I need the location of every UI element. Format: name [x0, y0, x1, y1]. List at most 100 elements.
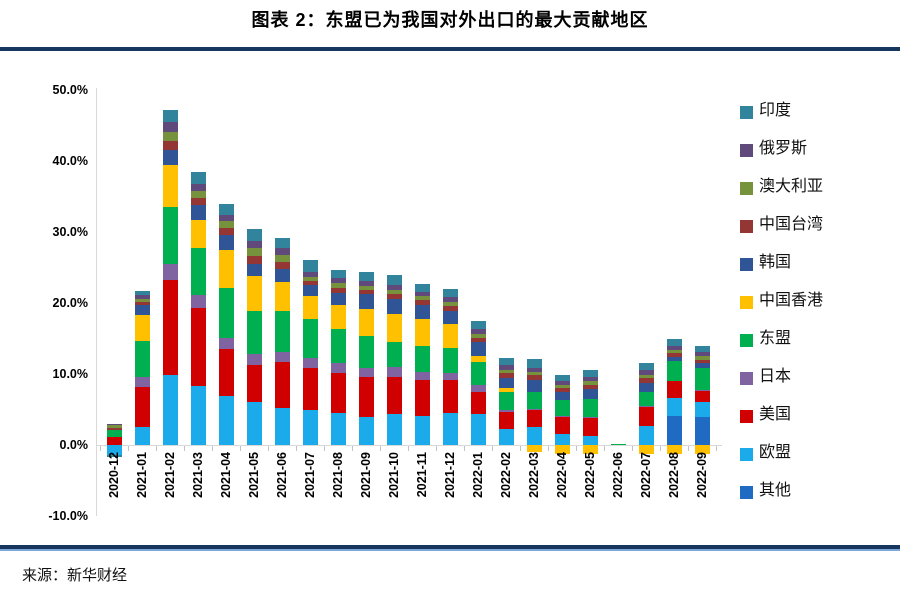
bar-segment-其他 — [666, 415, 682, 445]
legend-swatch-日本 — [740, 372, 753, 385]
bar-segment-中国香港 — [330, 305, 346, 330]
x-axis-tick — [324, 446, 325, 451]
bar-segment-印度 — [526, 359, 542, 368]
bar-segment-韩国 — [498, 377, 514, 389]
bar-segment-东盟 — [246, 310, 262, 355]
bar-segment-韩国 — [554, 391, 570, 401]
bar-segment-美国 — [134, 386, 150, 427]
bar-segment-韩国 — [330, 293, 346, 306]
bar-segment-澳大利亚 — [582, 381, 598, 385]
bar-segment-澳大利亚 — [162, 131, 178, 142]
bar-segment-中国台湾 — [190, 197, 206, 205]
bar-segment-东盟 — [218, 288, 234, 338]
bar-segment-中国香港 — [582, 445, 598, 455]
legend-label-澳大利亚: 澳大利亚 — [759, 178, 824, 195]
y-axis-tick-label: 30.0% — [52, 225, 88, 239]
x-axis-category-label: 2021-09 — [358, 452, 373, 498]
x-axis-category-label: 2021-05 — [246, 452, 261, 498]
bar-segment-东盟 — [386, 342, 402, 367]
bar-segment-中国台湾 — [246, 256, 262, 264]
legend-swatch-澳大利亚 — [740, 182, 753, 195]
bar-segment-东盟 — [358, 336, 374, 369]
y-axis-tick-label: 50.0% — [52, 83, 88, 97]
bar-segment-印度 — [246, 228, 262, 241]
bar-segment-美国 — [554, 417, 570, 435]
bar-segment-俄罗斯 — [190, 183, 206, 191]
bar-segment-俄罗斯 — [638, 370, 654, 375]
bar-segment-中国台湾 — [470, 337, 486, 343]
bar-segment-韩国 — [526, 379, 542, 392]
bar-segment-欧盟 — [386, 414, 402, 445]
legend-label-印度: 印度 — [759, 102, 792, 119]
bar-segment-中国香港 — [470, 355, 486, 362]
x-axis-category-label: 2022-08 — [666, 452, 681, 498]
bar-segment-东盟 — [190, 248, 206, 296]
bar-segment-澳大利亚 — [470, 333, 486, 338]
y-axis-tick-label: 0.0% — [59, 438, 89, 452]
bar-segment-韩国 — [414, 305, 430, 319]
bar-segment-美国 — [638, 406, 654, 426]
bar-segment-俄罗斯 — [470, 329, 486, 334]
bar-segment-澳大利亚 — [190, 190, 206, 198]
bar-segment-东盟 — [470, 361, 486, 386]
x-axis-category-label: 2021-11 — [414, 452, 429, 498]
bar-segment-韩国 — [358, 294, 374, 310]
y-axis-tick-label: 20.0% — [52, 296, 88, 310]
bar-segment-中国香港 — [358, 309, 374, 337]
bar-segment-中国台湾 — [218, 227, 234, 235]
x-axis-tick — [548, 446, 549, 451]
bar-segment-俄罗斯 — [386, 284, 402, 290]
bar-segment-韩国 — [470, 342, 486, 356]
x-axis-category-label: 2022-02 — [498, 452, 513, 498]
bar-segment-印度 — [330, 269, 346, 279]
bar-segment-中国台湾 — [358, 290, 374, 295]
bar-segment-澳大利亚 — [302, 276, 318, 281]
bar-segment-俄罗斯 — [106, 423, 122, 426]
x-axis-category-label: 2022-01 — [470, 452, 485, 498]
legend-label-欧盟: 欧盟 — [759, 444, 792, 461]
x-axis-tick — [240, 446, 241, 451]
bar-segment-东盟 — [302, 318, 318, 358]
legend-label-俄罗斯: 俄罗斯 — [759, 140, 808, 157]
bar-segment-澳大利亚 — [414, 295, 430, 301]
bar-segment-中国香港 — [442, 324, 458, 348]
bar-segment-印度 — [638, 362, 654, 371]
legend-swatch-韩国 — [740, 258, 753, 271]
bar-segment-日本 — [246, 354, 262, 366]
bar-segment-欧盟 — [442, 413, 458, 445]
bar-segment-印度 — [134, 290, 150, 296]
bar-segment-美国 — [694, 391, 710, 403]
bar-segment-欧盟 — [414, 415, 430, 445]
bar-segment-俄罗斯 — [554, 381, 570, 385]
x-axis-tick — [268, 446, 269, 451]
bar-segment-日本 — [582, 416, 598, 418]
bar-segment-俄罗斯 — [414, 291, 430, 296]
bar-segment-中国香港 — [386, 313, 402, 343]
y-axis-tick-label: -10.0% — [48, 509, 88, 523]
bar-segment-韩国 — [162, 149, 178, 166]
bar-segment-中国台湾 — [162, 141, 178, 150]
legend-label-其他: 其他 — [759, 482, 792, 499]
bar-segment-澳大利亚 — [666, 349, 682, 354]
x-axis-tick — [212, 446, 213, 451]
x-axis-category-label: 2022-05 — [582, 452, 597, 498]
bar-segment-日本 — [218, 337, 234, 350]
bar-segment-中国台湾 — [666, 353, 682, 357]
bar-segment-欧盟 — [246, 402, 262, 445]
bar-segment-东盟 — [134, 341, 150, 377]
bar-segment-俄罗斯 — [162, 121, 178, 132]
bar-segment-日本 — [414, 371, 430, 381]
bar-segment-俄罗斯 — [246, 240, 262, 249]
bar-segment-印度 — [554, 374, 570, 382]
bottom-divider — [0, 545, 900, 551]
legend-swatch-中国香港 — [740, 296, 753, 309]
bar-segment-印度 — [414, 283, 430, 292]
bar-segment-印度 — [694, 345, 710, 352]
x-axis-tick — [632, 446, 633, 451]
bar-segment-中国台湾 — [302, 280, 318, 286]
bar-segment-韩国 — [190, 205, 206, 220]
x-axis-tick — [128, 446, 129, 451]
bar-segment-俄罗斯 — [302, 271, 318, 277]
x-axis-category-label: 2022-09 — [694, 452, 709, 498]
